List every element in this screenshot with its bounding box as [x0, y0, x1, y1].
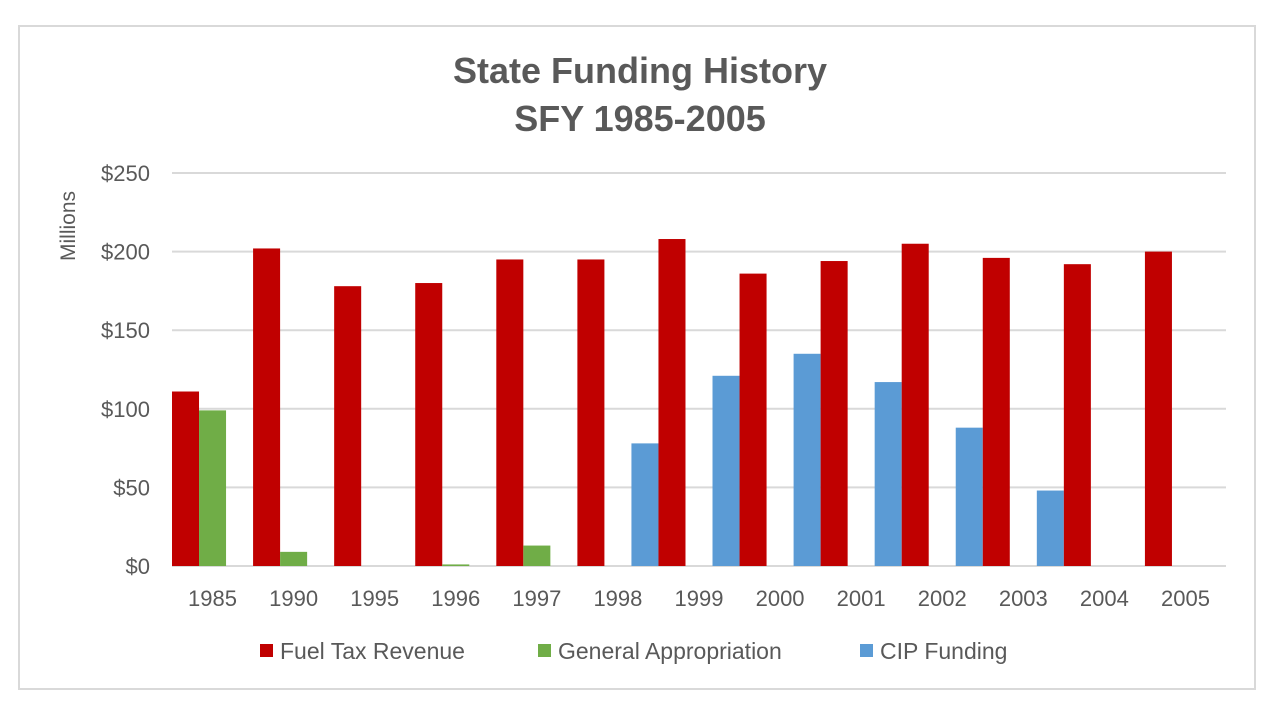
y-tick-label: $50 [113, 475, 150, 500]
x-tick-label: 1990 [269, 586, 318, 611]
bar-cip-funding [1036, 490, 1064, 566]
y-tick-label: $200 [101, 240, 150, 265]
bar-fuel-tax-revenue [577, 259, 605, 566]
x-tick-label: 2004 [1080, 586, 1129, 611]
legend-label: Fuel Tax Revenue [280, 638, 465, 664]
bar-cip-funding [874, 382, 902, 566]
y-axis-label: Millions [57, 191, 80, 261]
x-tick-label: 2000 [756, 586, 805, 611]
y-tick-label: $250 [101, 161, 150, 186]
x-tick-label: 1998 [593, 586, 642, 611]
bar-fuel-tax-revenue [1063, 264, 1091, 566]
bar-general-appropriation [280, 551, 308, 566]
x-tick-label: 1999 [675, 586, 724, 611]
bar-fuel-tax-revenue [658, 239, 686, 567]
bar-fuel-tax-revenue [982, 257, 1010, 566]
chart-title: State Funding History [452, 50, 827, 91]
x-tick-label: 2002 [918, 586, 967, 611]
bar-general-appropriation [199, 410, 227, 566]
bar-fuel-tax-revenue [334, 286, 362, 566]
x-tick-label: 1995 [350, 586, 399, 611]
chart-subtitle: SFY 1985-2005 [514, 98, 766, 139]
y-tick-label: $0 [126, 554, 150, 579]
bar-fuel-tax-revenue [415, 283, 443, 566]
bar-fuel-tax-revenue [496, 259, 524, 566]
x-tick-label: 1985 [188, 586, 237, 611]
x-tick-label: 2003 [999, 586, 1048, 611]
bar-general-appropriation [523, 545, 551, 566]
bar-fuel-tax-revenue [739, 273, 767, 566]
bar-fuel-tax-revenue [820, 261, 848, 566]
x-tick-label: 2005 [1161, 586, 1210, 611]
legend-swatch [260, 644, 273, 657]
bar-cip-funding [793, 353, 821, 566]
bar-cip-funding [712, 375, 740, 566]
legend-label: CIP Funding [880, 638, 1007, 664]
bar-fuel-tax-revenue [901, 243, 929, 567]
bar-fuel-tax-revenue [253, 248, 281, 566]
legend-swatch [860, 644, 873, 657]
chart-frame [18, 25, 1256, 690]
bar-fuel-tax-revenue [1144, 251, 1172, 566]
legend-label: General Appropriation [558, 638, 782, 664]
y-tick-label: $150 [101, 318, 150, 343]
x-tick-label: 2001 [837, 586, 886, 611]
y-tick-label: $100 [101, 397, 150, 422]
legend-swatch [538, 644, 551, 657]
bar-cip-funding [955, 427, 983, 566]
bar-cip-funding [631, 443, 659, 566]
x-tick-label: 1997 [512, 586, 561, 611]
x-tick-label: 1996 [431, 586, 480, 611]
bar-general-appropriation [442, 564, 470, 566]
bar-fuel-tax-revenue [172, 391, 200, 566]
